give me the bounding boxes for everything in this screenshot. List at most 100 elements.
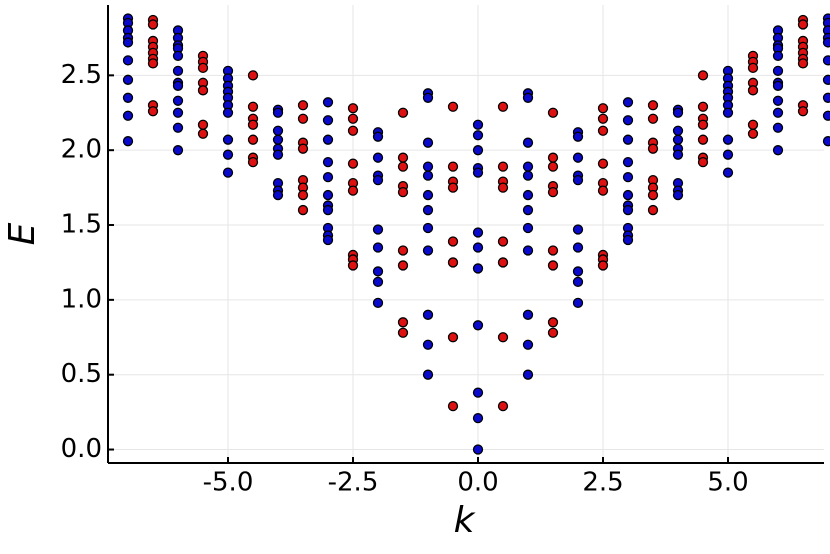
point [522, 137, 534, 148]
x-tick-label: 5.0 [707, 468, 748, 498]
point [572, 152, 584, 163]
point [372, 297, 384, 308]
point [772, 122, 784, 133]
point [722, 167, 734, 178]
point [422, 170, 434, 181]
point [397, 327, 409, 338]
y-tick-label: 2.5 [61, 60, 102, 90]
point [597, 125, 609, 136]
point [272, 189, 284, 201]
point [522, 161, 534, 172]
point [597, 185, 609, 196]
point [297, 100, 309, 111]
point [572, 174, 584, 186]
point [172, 50, 184, 62]
point [797, 19, 809, 30]
point [122, 110, 134, 121]
point [172, 65, 184, 77]
point [372, 266, 384, 277]
point [722, 134, 734, 145]
point [472, 263, 484, 274]
point [797, 106, 809, 117]
point [472, 119, 484, 130]
point [822, 136, 830, 147]
x-axis-label: k [454, 500, 477, 541]
point [522, 222, 534, 234]
point [522, 245, 534, 256]
point [372, 242, 384, 253]
point [422, 204, 434, 216]
point [422, 369, 434, 380]
point [672, 189, 684, 201]
point [472, 387, 484, 398]
point [122, 136, 134, 147]
point [722, 149, 734, 160]
point [422, 222, 434, 234]
point [197, 128, 209, 139]
point [422, 309, 434, 320]
point [322, 97, 334, 108]
point [622, 134, 634, 145]
point [297, 189, 309, 201]
point [372, 152, 384, 163]
point [172, 107, 184, 118]
point [297, 113, 309, 124]
point [322, 204, 334, 216]
point [447, 257, 459, 268]
point [497, 400, 509, 412]
point [247, 157, 259, 168]
point [272, 125, 284, 136]
point [622, 115, 634, 126]
point [547, 186, 559, 198]
point [822, 74, 830, 85]
point [822, 110, 830, 121]
point [172, 145, 184, 156]
point [472, 444, 484, 455]
point [422, 161, 434, 172]
point [347, 185, 359, 196]
point [697, 134, 709, 145]
y-tick-label: 1.5 [61, 210, 102, 240]
point [522, 369, 534, 380]
point [472, 130, 484, 141]
point [222, 134, 234, 145]
point [322, 189, 334, 201]
point [672, 134, 684, 145]
point [197, 119, 209, 130]
point [597, 260, 609, 271]
point [122, 92, 134, 103]
point [547, 245, 559, 256]
point [397, 161, 409, 172]
point [497, 236, 509, 247]
point [147, 58, 159, 69]
point [397, 152, 409, 163]
point [122, 55, 134, 66]
y-tick-label: 2.0 [61, 135, 102, 165]
x-tick-label: -2.5 [328, 468, 379, 498]
point [447, 332, 459, 343]
point [472, 320, 484, 331]
point [547, 317, 559, 328]
point [147, 106, 159, 117]
point [247, 119, 259, 130]
point [622, 204, 634, 216]
point [522, 189, 534, 201]
point [647, 143, 659, 154]
point [222, 167, 234, 178]
point [347, 113, 359, 124]
point [647, 113, 659, 124]
point [572, 242, 584, 253]
point [572, 131, 584, 142]
point [447, 182, 459, 193]
point [197, 85, 209, 96]
point [397, 317, 409, 328]
point [722, 107, 734, 118]
point [572, 266, 584, 277]
point [347, 260, 359, 271]
point [397, 186, 409, 198]
point [447, 161, 459, 172]
point [372, 174, 384, 186]
point [497, 161, 509, 172]
point [297, 204, 309, 216]
point [822, 55, 830, 66]
